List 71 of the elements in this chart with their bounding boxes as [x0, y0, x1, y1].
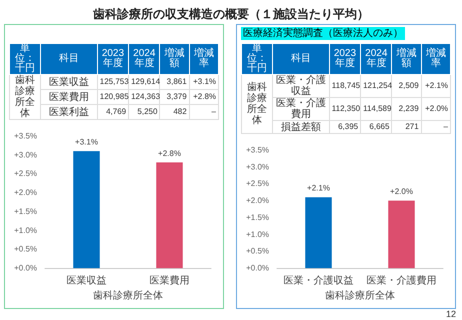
text: 医業・介護収益 [272, 74, 330, 98]
x-axis-title: 歯科診療所全体 [325, 290, 395, 302]
text: 4,769 [97, 104, 129, 120]
text: 増減額 [160, 44, 190, 74]
y-tick-label: +3.0% [14, 150, 37, 160]
text: 482 [160, 104, 190, 120]
text: 3,861 [160, 74, 190, 90]
text: 2023年度 [97, 44, 129, 74]
text: 2023年度 [329, 44, 361, 74]
text: 歯科診療所全体 [10, 74, 41, 120]
data-label: +3.1% [75, 138, 98, 147]
y-tick-label: +2.5% [246, 179, 269, 188]
text: – [421, 120, 450, 134]
text: 歯科診療所の収支構造の概要（１施設当たり平均） [92, 6, 370, 23]
y-tick-label: +3.5% [246, 146, 269, 154]
y-tick-label: +2.5% [14, 169, 37, 178]
text: +3.1% [189, 74, 218, 90]
text: 医業費用 [40, 90, 98, 104]
text: 歯科診療所全体 [242, 74, 273, 134]
data-label: +2.8% [158, 148, 181, 158]
text: 6,665 [360, 120, 392, 134]
y-tick-label: +1.5% [14, 206, 37, 216]
x-tick-label: 医業費用 [150, 274, 190, 287]
text: 112,350 [329, 98, 361, 120]
text: 121,254 [360, 74, 392, 98]
text: 増減率 [421, 44, 450, 74]
text: 6,395 [329, 120, 361, 134]
y-tick-label: +3.0% [246, 162, 269, 172]
data-label: +2.1% [307, 184, 330, 193]
text: 増減率 [189, 44, 218, 74]
text: 129,614 [128, 74, 160, 90]
text: 3,379 [160, 90, 190, 104]
x-axis-title: 歯科診療所全体 [93, 290, 163, 302]
y-tick-label: +0.0% [14, 264, 37, 273]
text: 125,753 [97, 74, 129, 90]
text: 医業・介護費用 [272, 98, 330, 120]
x-tick-label: 医業収益 [66, 274, 106, 287]
y-tick-label: +0.5% [14, 244, 37, 254]
text: 増減額 [392, 44, 422, 74]
text: 12 [446, 309, 456, 319]
text: 114,589 [360, 98, 392, 120]
text: 医業利益 [40, 104, 98, 120]
y-tick-label: +0.5% [246, 246, 269, 256]
text: 科目 [40, 44, 98, 74]
x-tick-label: 医業・介護収益 [284, 274, 354, 287]
text: 120,985 [97, 90, 129, 104]
text: 2,509 [392, 74, 422, 98]
data-label: +2.0% [390, 187, 413, 196]
text: – [189, 104, 218, 120]
y-tick-label: +1.0% [246, 230, 269, 239]
y-tick-label: +0.0% [246, 264, 269, 273]
text: 科目 [272, 44, 330, 74]
y-tick-label: +3.5% [14, 132, 37, 140]
y-tick-label: +1.5% [246, 212, 269, 222]
y-tick-label: +1.0% [14, 226, 37, 235]
text: 118,745 [329, 74, 361, 98]
text: 271 [392, 120, 422, 134]
x-tick-label: 医業・介護費用 [366, 274, 436, 287]
text: 損益差額 [272, 120, 330, 134]
text: 医業収益 [40, 74, 98, 90]
text: 2024年度 [360, 44, 392, 74]
y-tick-label: +2.0% [14, 188, 37, 198]
text: 124,363 [128, 90, 160, 104]
text: 2,239 [392, 98, 422, 120]
text: +2.1% [421, 74, 450, 98]
text: +2.8% [189, 90, 218, 104]
text: +2.0% [421, 98, 450, 120]
text: 医療経済実態調査（医療法人のみ） [241, 27, 405, 40]
text: 2024年度 [128, 44, 160, 74]
text: 5,250 [128, 104, 160, 120]
y-tick-label: +2.0% [246, 196, 269, 206]
